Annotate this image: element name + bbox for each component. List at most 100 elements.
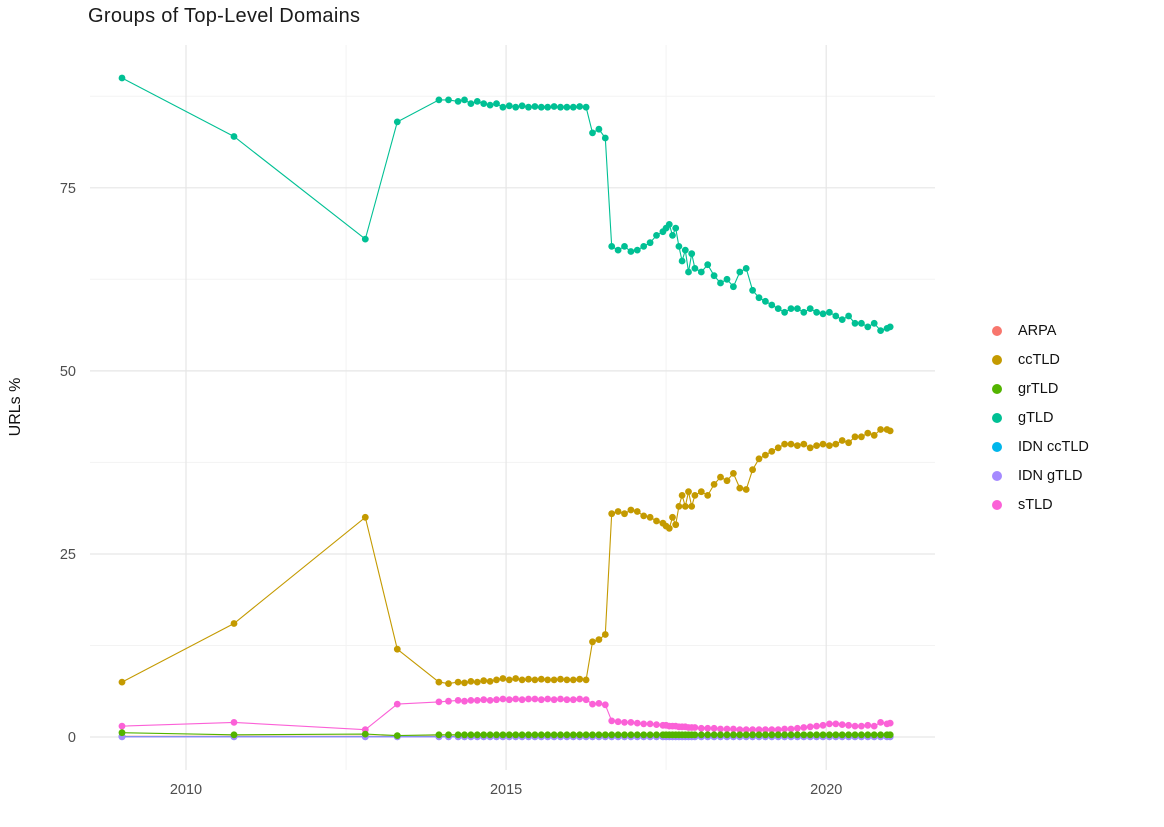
data-point — [633, 731, 641, 739]
data-point — [806, 731, 814, 739]
data-point — [768, 726, 776, 734]
data-point — [742, 726, 750, 734]
data-point — [730, 470, 737, 477]
data-point — [838, 721, 846, 728]
data-point — [886, 731, 894, 739]
series-stld — [118, 695, 894, 734]
data-point — [800, 308, 808, 316]
data-point — [505, 676, 513, 684]
data-point — [576, 675, 584, 683]
data-point — [589, 700, 596, 708]
legend-item-arpa: ARPA — [992, 316, 1089, 345]
data-point — [781, 308, 788, 316]
data-point — [627, 719, 635, 726]
data-point — [518, 731, 526, 739]
data-point — [730, 283, 737, 291]
data-point — [717, 279, 724, 287]
data-point — [582, 731, 590, 739]
data-point — [704, 261, 712, 269]
data-point — [762, 451, 769, 459]
data-point — [230, 731, 238, 739]
legend-item-stld: sTLD — [992, 490, 1089, 519]
data-point — [473, 697, 481, 704]
data-point — [480, 696, 488, 704]
data-point — [762, 731, 769, 739]
data-point — [851, 319, 859, 327]
data-point — [749, 466, 756, 474]
data-point — [525, 731, 532, 739]
legend-swatch-icon — [992, 470, 1002, 481]
data-point — [518, 696, 526, 704]
data-point — [595, 700, 603, 707]
data-point — [877, 327, 884, 334]
data-point — [608, 510, 616, 518]
data-point — [851, 722, 859, 730]
data-point — [886, 323, 894, 331]
data-point — [768, 301, 776, 309]
x-tick-label: 2010 — [170, 782, 202, 798]
data-point — [621, 719, 628, 726]
data-point — [499, 731, 507, 739]
data-point — [681, 503, 689, 510]
data-point — [582, 676, 590, 684]
data-point — [653, 517, 660, 525]
data-point — [781, 440, 788, 448]
data-point — [806, 444, 814, 452]
data-point — [710, 724, 718, 732]
data-point — [467, 731, 475, 739]
data-point — [525, 675, 532, 683]
data-point — [832, 731, 840, 739]
axis-tick-labels: 0 25 50 75 2010 2015 2020 — [60, 181, 842, 798]
data-point — [512, 103, 520, 111]
data-point — [755, 731, 763, 739]
data-point — [550, 731, 558, 739]
data-point — [826, 442, 833, 449]
data-point — [601, 731, 609, 739]
data-point — [826, 308, 833, 316]
data-point — [697, 488, 705, 496]
x-tick-label: 2015 — [490, 782, 522, 798]
data-point — [118, 729, 126, 737]
y-tick-label: 0 — [68, 730, 76, 746]
data-point — [595, 125, 603, 133]
data-point — [691, 724, 699, 731]
data-point — [461, 697, 468, 705]
data-point — [819, 721, 827, 729]
data-point — [518, 676, 526, 684]
y-tick-label: 75 — [60, 181, 76, 197]
data-point — [461, 96, 468, 104]
data-point — [550, 696, 558, 704]
data-point — [736, 731, 744, 739]
data-point — [678, 492, 686, 499]
data-point — [886, 719, 894, 727]
data-point — [544, 103, 552, 111]
data-point — [864, 429, 872, 437]
data-point — [832, 440, 840, 448]
data-point — [118, 678, 126, 686]
data-point — [493, 676, 500, 684]
data-point — [749, 726, 756, 734]
data-point — [781, 725, 788, 733]
data-point — [537, 731, 545, 739]
data-point — [794, 442, 801, 449]
data-point — [646, 731, 654, 739]
data-point — [582, 103, 590, 111]
data-point — [688, 250, 696, 258]
data-point — [787, 731, 795, 739]
data-point — [665, 221, 673, 228]
data-point — [435, 96, 443, 104]
data-point — [633, 508, 641, 515]
data-point — [445, 96, 452, 104]
data-point — [774, 305, 782, 312]
data-point — [774, 726, 782, 734]
data-point — [480, 731, 488, 739]
data-point — [467, 100, 475, 107]
data-point — [685, 268, 692, 276]
data-point — [685, 488, 692, 496]
data-point — [755, 294, 763, 302]
data-point — [118, 722, 126, 730]
data-point — [118, 74, 126, 82]
data-point — [736, 268, 744, 276]
data-point — [877, 426, 884, 433]
